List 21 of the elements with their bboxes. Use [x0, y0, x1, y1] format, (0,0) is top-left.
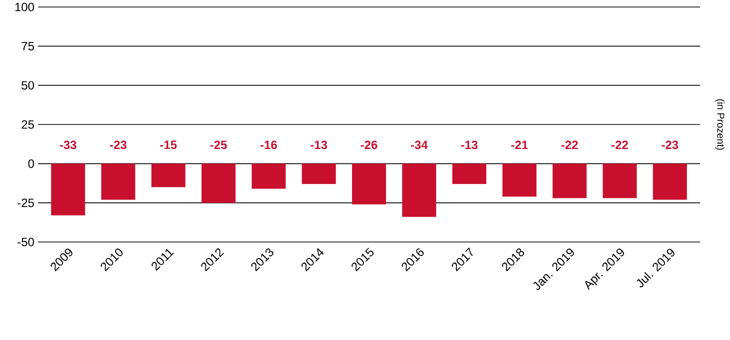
- y-tick-label: 0: [28, 159, 34, 168]
- y-tick-label: -25: [18, 198, 34, 208]
- data-label: -34: [410, 140, 428, 150]
- data-label: -23: [662, 140, 678, 150]
- data-label: -13: [461, 140, 478, 150]
- y-tick-label: 100: [15, 2, 34, 12]
- y-tick-label: 75: [22, 42, 34, 50]
- data-label: -16: [260, 140, 277, 150]
- data-label: -33: [60, 140, 76, 150]
- data-label: -13: [310, 140, 328, 150]
- y-tick-label: 25: [22, 120, 34, 129]
- data-label: -25: [210, 140, 227, 150]
- data-label: -15: [160, 140, 177, 150]
- data-label: -22: [612, 140, 628, 150]
- data-label: -23: [110, 140, 126, 150]
- data-label: -21: [511, 140, 528, 150]
- y-axis-title: (in Prozent): [715, 99, 725, 150]
- data-label: -22: [561, 140, 578, 150]
- y-tick-label: 50: [22, 81, 34, 90]
- data-label: -26: [360, 140, 378, 150]
- y-tick-label: -50: [18, 238, 34, 246]
